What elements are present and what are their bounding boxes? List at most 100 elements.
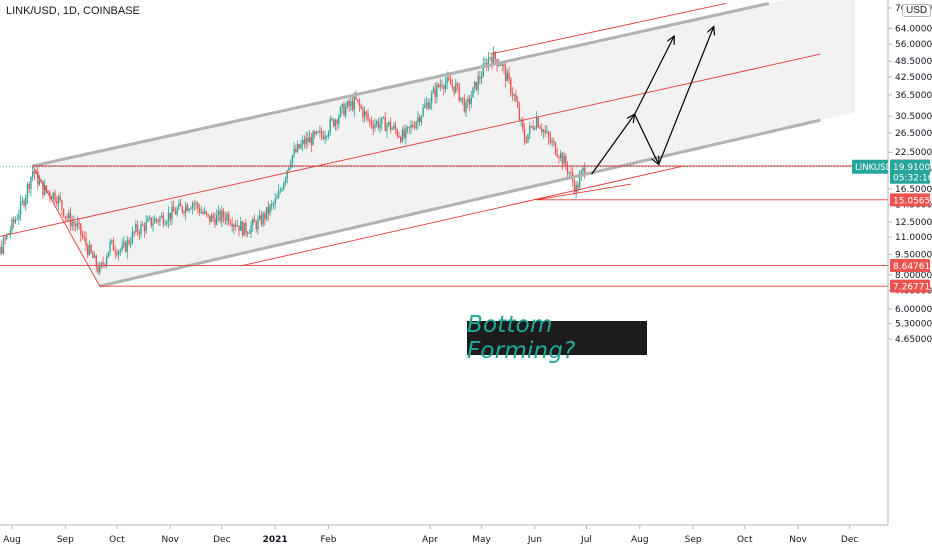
candle-body bbox=[343, 103, 345, 116]
symbol-tag: LINKUSD bbox=[855, 163, 893, 173]
candle-body bbox=[274, 198, 276, 204]
candle-body bbox=[315, 131, 318, 134]
candle-body bbox=[240, 221, 242, 231]
candle-body bbox=[0, 247, 3, 254]
candle-body bbox=[527, 133, 529, 142]
candle-body bbox=[444, 82, 447, 89]
candle-body bbox=[326, 136, 328, 138]
candle-body bbox=[503, 64, 505, 67]
candle-body bbox=[241, 221, 244, 236]
candle-body bbox=[179, 203, 182, 207]
currency-button[interactable]: USD bbox=[902, 4, 932, 17]
candle-body bbox=[4, 238, 6, 240]
candle-body bbox=[95, 255, 97, 267]
candle-body bbox=[375, 121, 378, 125]
candle-body bbox=[530, 125, 533, 127]
candle-body bbox=[164, 223, 166, 225]
candle-body bbox=[305, 137, 307, 145]
candle-body bbox=[489, 57, 491, 59]
candle-body bbox=[23, 200, 25, 206]
candle-body bbox=[350, 101, 352, 106]
candle-body bbox=[128, 240, 130, 244]
candle-body bbox=[102, 262, 104, 265]
candle-body bbox=[229, 222, 232, 225]
candle-body bbox=[539, 126, 541, 129]
candle-body bbox=[370, 121, 373, 126]
candle-body bbox=[324, 136, 326, 139]
candle-body bbox=[369, 119, 371, 122]
candle-body bbox=[516, 101, 519, 108]
candle-body bbox=[511, 93, 514, 96]
lower-red-line-2 bbox=[536, 183, 632, 201]
candle-body bbox=[291, 155, 294, 164]
candle-body bbox=[570, 172, 572, 174]
candle-body bbox=[185, 205, 187, 214]
candle-body bbox=[66, 216, 68, 219]
candle-body bbox=[451, 84, 454, 87]
y-tick-label: 9.50000 bbox=[895, 250, 932, 260]
candle-body bbox=[465, 102, 467, 112]
candle-body bbox=[150, 217, 153, 226]
channel-area bbox=[32, 0, 855, 287]
candle-body bbox=[157, 220, 159, 222]
candle-body bbox=[111, 240, 113, 242]
x-tick-label: Nov bbox=[161, 535, 179, 545]
candle-body bbox=[226, 214, 228, 221]
candle-body bbox=[117, 251, 120, 256]
candle-body bbox=[112, 240, 115, 251]
candle-body bbox=[136, 224, 139, 233]
price-label: 8.64761 bbox=[893, 262, 930, 272]
x-tick-label: 2021 bbox=[263, 535, 288, 545]
candle-body bbox=[219, 210, 221, 221]
candle-body bbox=[109, 241, 111, 252]
candle-body bbox=[207, 213, 209, 216]
candle-body bbox=[506, 72, 509, 81]
candle-body bbox=[28, 184, 30, 189]
candle-body bbox=[473, 82, 476, 88]
candle-body bbox=[412, 124, 414, 128]
y-tick-label: 48.50000 bbox=[895, 57, 932, 67]
candle-body bbox=[43, 185, 46, 196]
candle-body bbox=[200, 212, 202, 214]
projection-arrow bbox=[634, 36, 675, 115]
candle-body bbox=[171, 206, 173, 220]
candle-body bbox=[2, 238, 5, 254]
x-tick-label: Nov bbox=[789, 535, 807, 545]
x-tick-label: Oct bbox=[737, 535, 753, 545]
candle-body bbox=[25, 197, 27, 206]
candle-body bbox=[393, 125, 395, 129]
candle-body bbox=[50, 196, 53, 199]
candle-body bbox=[441, 84, 443, 87]
y-tick-label: 26.50000 bbox=[895, 129, 932, 139]
candle-body bbox=[310, 137, 312, 146]
candle-body bbox=[341, 103, 343, 108]
candle-body bbox=[331, 119, 333, 121]
candle-body bbox=[353, 96, 355, 110]
channel-upper-line bbox=[32, 1, 770, 168]
candle-body bbox=[482, 63, 484, 77]
candle-body bbox=[248, 233, 251, 235]
candle-body bbox=[69, 213, 72, 226]
candle-body bbox=[443, 86, 445, 89]
candle-body bbox=[389, 121, 392, 130]
candle-body bbox=[131, 231, 134, 244]
candle-body bbox=[257, 219, 259, 230]
countdown-label: 05:32:16 bbox=[893, 174, 932, 184]
current-price-label: 19.91000 bbox=[893, 163, 932, 173]
candle-body bbox=[78, 222, 80, 224]
candle-body bbox=[293, 149, 295, 156]
candle-body bbox=[276, 197, 278, 199]
candle-body bbox=[57, 196, 60, 204]
candle-body bbox=[374, 124, 376, 129]
candle-body bbox=[272, 203, 275, 205]
candle-body bbox=[420, 115, 423, 123]
candle-body bbox=[198, 208, 201, 214]
candle-body bbox=[415, 122, 417, 129]
candle-body bbox=[542, 130, 545, 132]
candle-body bbox=[18, 214, 20, 219]
candle-body bbox=[202, 212, 204, 214]
candle-body bbox=[271, 203, 273, 206]
candle-body bbox=[535, 117, 538, 129]
candle-body bbox=[346, 101, 349, 108]
